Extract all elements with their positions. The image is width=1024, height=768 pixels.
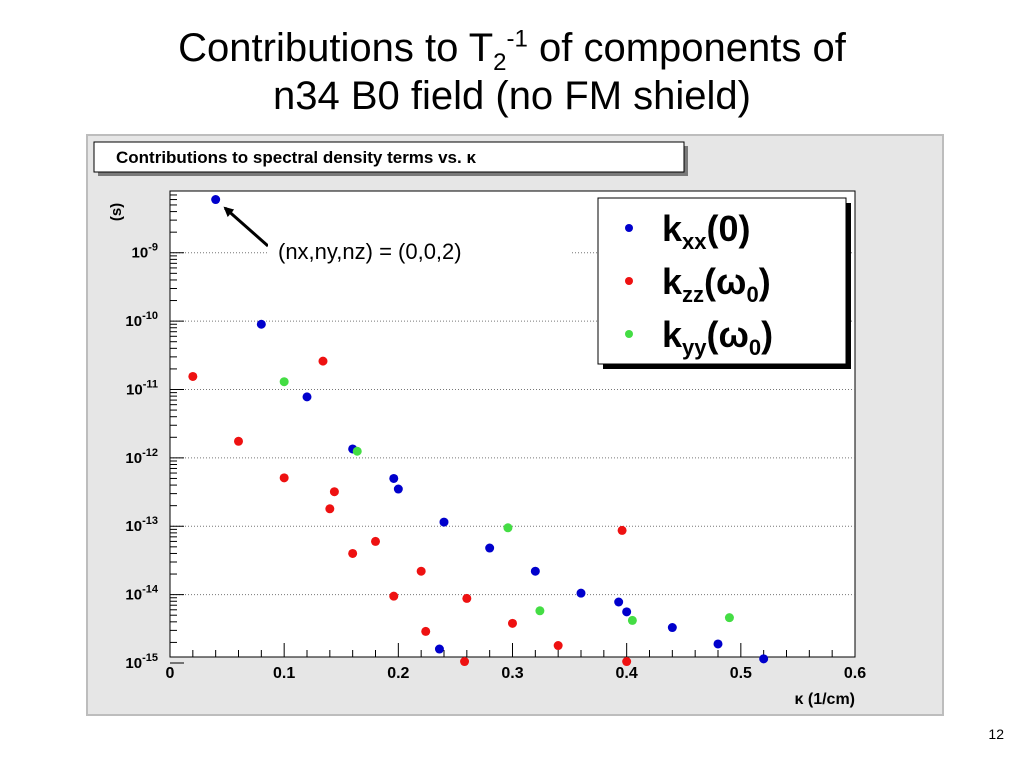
y-tick-label: 10-9 bbox=[132, 242, 158, 262]
annotation: (nx,ny,nz) = (0,0,2) bbox=[223, 206, 572, 272]
data-point bbox=[614, 597, 624, 607]
slide-title: Contributions to T2-1 of components of n… bbox=[0, 24, 1024, 120]
data-point bbox=[421, 626, 431, 636]
title-superscript: -1 bbox=[506, 25, 528, 53]
data-point bbox=[352, 446, 362, 456]
x-tick-label: 0.4 bbox=[616, 665, 638, 682]
legend-label: kxx(0) bbox=[662, 208, 751, 254]
legend-marker bbox=[625, 330, 633, 338]
data-point bbox=[393, 484, 403, 494]
data-point bbox=[279, 377, 289, 387]
y-tick-label: 10-13 bbox=[125, 515, 158, 535]
chart-title-box bbox=[93, 141, 685, 173]
data-point bbox=[329, 487, 339, 497]
data-point bbox=[622, 607, 632, 617]
data-point bbox=[234, 436, 243, 446]
data-point bbox=[508, 618, 517, 628]
title-subscript: 2 bbox=[493, 49, 507, 76]
data-point bbox=[371, 536, 380, 546]
data-point bbox=[188, 371, 198, 381]
data-point bbox=[576, 588, 586, 598]
data-point bbox=[622, 657, 632, 667]
data-point bbox=[667, 623, 677, 633]
x-tick-label: 0.3 bbox=[501, 665, 523, 682]
data-point bbox=[279, 473, 289, 483]
legend-marker bbox=[625, 277, 633, 285]
data-point bbox=[724, 613, 734, 623]
data-point bbox=[503, 523, 513, 533]
slide-title-line2: n34 B0 field (no FM shield) bbox=[272, 74, 751, 118]
y-tick-label: 10-12 bbox=[125, 447, 158, 467]
x-tick-label: 0.1 bbox=[273, 665, 295, 682]
data-point bbox=[462, 593, 472, 603]
x-tick-label: 0.2 bbox=[387, 665, 409, 682]
title-text-post: of components of bbox=[527, 26, 846, 70]
data-point bbox=[535, 606, 545, 616]
legend-marker bbox=[625, 224, 633, 232]
data-point bbox=[460, 657, 470, 667]
data-point bbox=[713, 639, 723, 649]
data-point bbox=[617, 525, 627, 535]
y-axis-ticks: 10-15 10-14 10-13 10-12 10-11 10-10 10-9 bbox=[125, 190, 184, 672]
annotation-arrow bbox=[223, 206, 269, 248]
slide-number: 12 bbox=[988, 726, 1004, 742]
y-tick-label: 10-11 bbox=[126, 378, 158, 398]
y-axis-label: (s) bbox=[108, 203, 125, 221]
y-tick-label: 10-10 bbox=[125, 310, 158, 330]
data-point bbox=[485, 543, 495, 553]
data-point bbox=[348, 548, 358, 558]
chart-title: Contributions to spectral density terms … bbox=[116, 148, 476, 167]
data-point bbox=[389, 591, 399, 601]
legend-box bbox=[597, 197, 847, 365]
legend: kxx(0) kzz(ω0) kyy(ω0) bbox=[597, 197, 851, 369]
data-point bbox=[318, 356, 328, 366]
annotation-box bbox=[268, 226, 572, 272]
data-point bbox=[389, 473, 399, 483]
x-tick-label: 0.6 bbox=[844, 665, 866, 682]
data-point bbox=[256, 319, 266, 329]
data-point bbox=[211, 195, 221, 205]
slide-title-line1: Contributions to T2-1 of components of bbox=[0, 24, 1024, 75]
annotation-text: (nx,ny,nz) = (0,0,2) bbox=[278, 239, 462, 264]
y-tick-label: 10-14 bbox=[125, 584, 158, 604]
legend-label: kzz(ω0) bbox=[662, 261, 771, 307]
y-tick-label: 10-15 bbox=[125, 652, 158, 672]
data-point bbox=[553, 641, 563, 651]
x-axis-ticks: 0 0.1 0.2 0.3 0.4 0.5 0.6 bbox=[166, 643, 866, 682]
x-axis-label: κ (1/cm) bbox=[795, 691, 856, 708]
title-text-pre: Contributions to T bbox=[178, 26, 494, 70]
data-point bbox=[434, 644, 444, 654]
data-point bbox=[325, 504, 335, 514]
x-tick-label: 0 bbox=[166, 665, 175, 682]
data-points bbox=[188, 195, 769, 667]
x-tick-label: 0.5 bbox=[730, 665, 752, 682]
data-point bbox=[302, 392, 312, 402]
data-point bbox=[530, 566, 540, 576]
data-point bbox=[759, 654, 769, 664]
data-point bbox=[627, 615, 637, 625]
data-point bbox=[439, 517, 449, 527]
data-point bbox=[416, 566, 426, 576]
legend-label: kyy(ω0) bbox=[662, 314, 773, 360]
